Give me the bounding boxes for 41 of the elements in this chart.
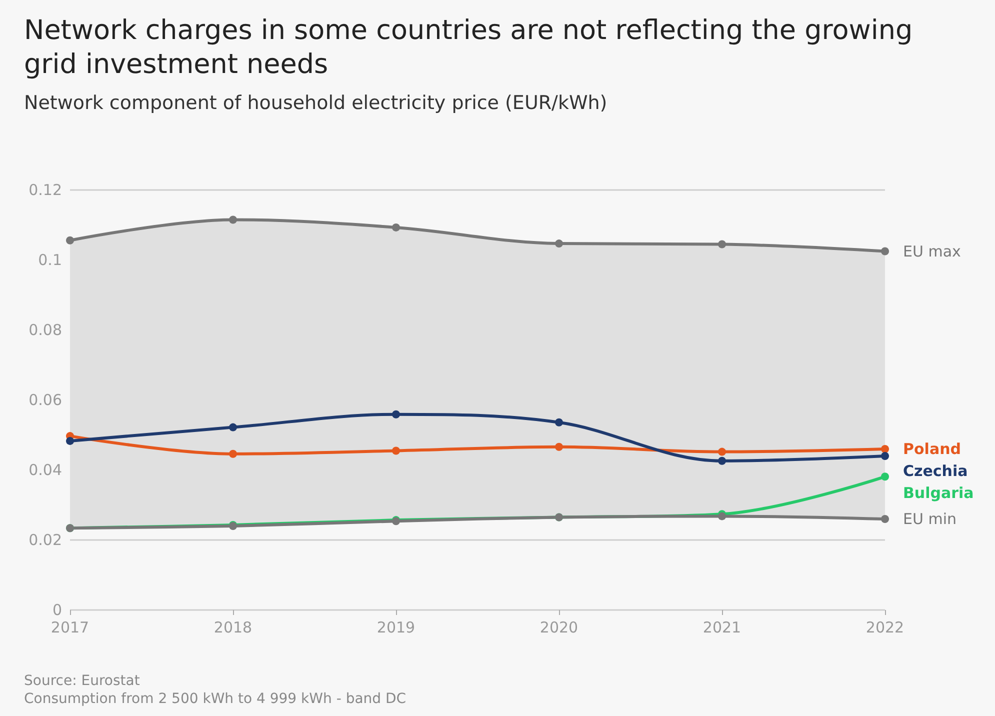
y-tick-label: 0.04 bbox=[28, 461, 62, 479]
text: Consumption from 2 500 kWh to 4 999 kWh - band DC bbox=[24, 691, 406, 707]
x-tick-label: 2019 bbox=[376, 618, 416, 636]
point bbox=[229, 216, 237, 224]
point bbox=[881, 452, 889, 460]
point bbox=[392, 410, 400, 418]
point bbox=[555, 418, 563, 426]
point bbox=[66, 436, 74, 445]
y-tick-label: 0.12 bbox=[28, 181, 62, 199]
x-tick-label: 2022 bbox=[866, 618, 904, 636]
x-tick-label: 2020 bbox=[540, 618, 578, 636]
x-tick-label: 2018 bbox=[214, 618, 252, 636]
point bbox=[718, 456, 726, 465]
x-tick-label: 2017 bbox=[50, 618, 90, 636]
point bbox=[229, 423, 237, 432]
point bbox=[881, 472, 889, 481]
chart-title: Network charges in some countries are not reflecting the growing grid investment needs bbox=[24, 14, 914, 82]
point bbox=[881, 247, 889, 256]
source-note: Source: Eurostat bbox=[24, 673, 140, 689]
point bbox=[555, 240, 563, 248]
x-tick-label: 2021 bbox=[702, 618, 742, 636]
point bbox=[392, 446, 400, 455]
chart-subtitle: Network component of household electricity price (EUR/kWh) bbox=[24, 92, 608, 114]
series-label: Bulgaria bbox=[903, 484, 974, 502]
point bbox=[881, 445, 889, 453]
point bbox=[392, 223, 400, 232]
y-tick-label: 0.08 bbox=[28, 321, 62, 339]
y-tick-label: 0.02 bbox=[28, 531, 62, 549]
point bbox=[718, 240, 726, 248]
series-label: EU max bbox=[903, 242, 962, 260]
series-label: Poland bbox=[903, 440, 961, 458]
point bbox=[555, 442, 563, 451]
y-tick-label: 0 bbox=[52, 601, 62, 619]
y-tick-label: 0.06 bbox=[28, 391, 62, 409]
series-label: Czechia bbox=[903, 462, 968, 480]
y-tick-label: 0.1 bbox=[38, 251, 62, 269]
point bbox=[718, 448, 726, 456]
point bbox=[229, 450, 237, 458]
series-label: EU min bbox=[903, 510, 957, 528]
point bbox=[881, 515, 889, 523]
point bbox=[66, 236, 74, 244]
